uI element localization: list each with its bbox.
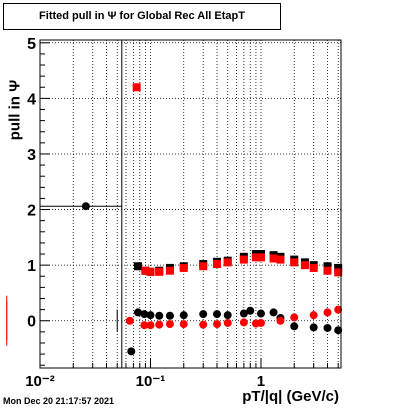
data-point: [133, 308, 142, 317]
data-point: [239, 309, 248, 318]
data-point: [165, 266, 174, 275]
y-tick-label: 0: [27, 314, 36, 331]
data-point: [334, 326, 343, 335]
data-point: [199, 310, 208, 319]
data-point: [133, 262, 142, 271]
plot-frame: [39, 39, 342, 369]
data-point: [276, 255, 285, 264]
data-point: [269, 254, 278, 263]
data-point: [309, 311, 318, 320]
data-point: [246, 306, 255, 315]
data-point: [334, 268, 343, 277]
data-point: [165, 320, 174, 329]
axes: 10⁻² 10⁻¹ 1 0 1 2 3 4 5: [25, 36, 339, 390]
data-point: [146, 321, 155, 330]
error-bars: [6, 40, 123, 368]
data-point: [199, 262, 208, 271]
data-point: [223, 311, 232, 320]
data-point: [239, 255, 248, 264]
data-point: [81, 202, 90, 211]
timestamp: Mon Dec 20 21:17:57 2021: [3, 396, 115, 406]
y-axis-label: pull in Ψ: [6, 79, 24, 141]
y-tick-label: 3: [27, 147, 36, 164]
data-point: [309, 263, 318, 272]
data-point: [155, 320, 164, 329]
chart-title: Fitted pull in Ψ for Global Rec All Etap…: [3, 3, 281, 30]
y-axis-label-box: pull in Ψ: [2, 80, 28, 140]
data-point: [334, 263, 343, 272]
data-point: [256, 309, 265, 318]
data-point: [213, 260, 222, 269]
data-point: [155, 311, 164, 320]
y-tick-label: 1: [27, 258, 36, 275]
data-point: [179, 320, 188, 329]
data-point: [179, 263, 188, 272]
data-point: [323, 266, 332, 275]
data-point: [323, 262, 332, 271]
data-point: [127, 347, 136, 356]
data-point: [300, 261, 309, 270]
data-point: [290, 322, 299, 331]
data-point: [239, 318, 248, 327]
data-point: [290, 258, 299, 267]
x-tick-label: 1: [257, 373, 265, 390]
x-axis-label: pT/|q| (GeV/c): [242, 388, 339, 405]
data-point: [199, 320, 208, 329]
data-point: [290, 313, 299, 322]
data-point: [125, 316, 134, 325]
data-point: [276, 316, 285, 325]
data-point: [140, 310, 149, 319]
data-point: [323, 308, 332, 317]
data-point: [213, 310, 222, 319]
data-point: [132, 83, 141, 92]
data-point: [179, 311, 188, 320]
x-tick-label: 10⁻²: [25, 373, 55, 390]
data-point: [309, 323, 318, 332]
y-tick-label: 5: [27, 36, 36, 53]
data-point: [141, 266, 150, 275]
data-point: [223, 318, 232, 327]
data-point: [213, 320, 222, 329]
data-point: [165, 311, 174, 320]
y-tick-label: 4: [27, 91, 36, 108]
data-point: [146, 267, 155, 276]
data-point: [140, 321, 149, 330]
data-point: [269, 308, 278, 317]
data-points: [81, 83, 343, 356]
data-point: [323, 323, 332, 332]
x-tick-label: 10⁻¹: [136, 373, 166, 390]
data-point: [146, 311, 155, 320]
y-tick-label: 2: [27, 203, 36, 220]
data-point: [155, 267, 164, 276]
data-point: [256, 253, 265, 262]
data-point: [251, 253, 260, 262]
data-point: [256, 318, 265, 327]
data-point: [334, 305, 343, 314]
data-point: [223, 258, 232, 267]
